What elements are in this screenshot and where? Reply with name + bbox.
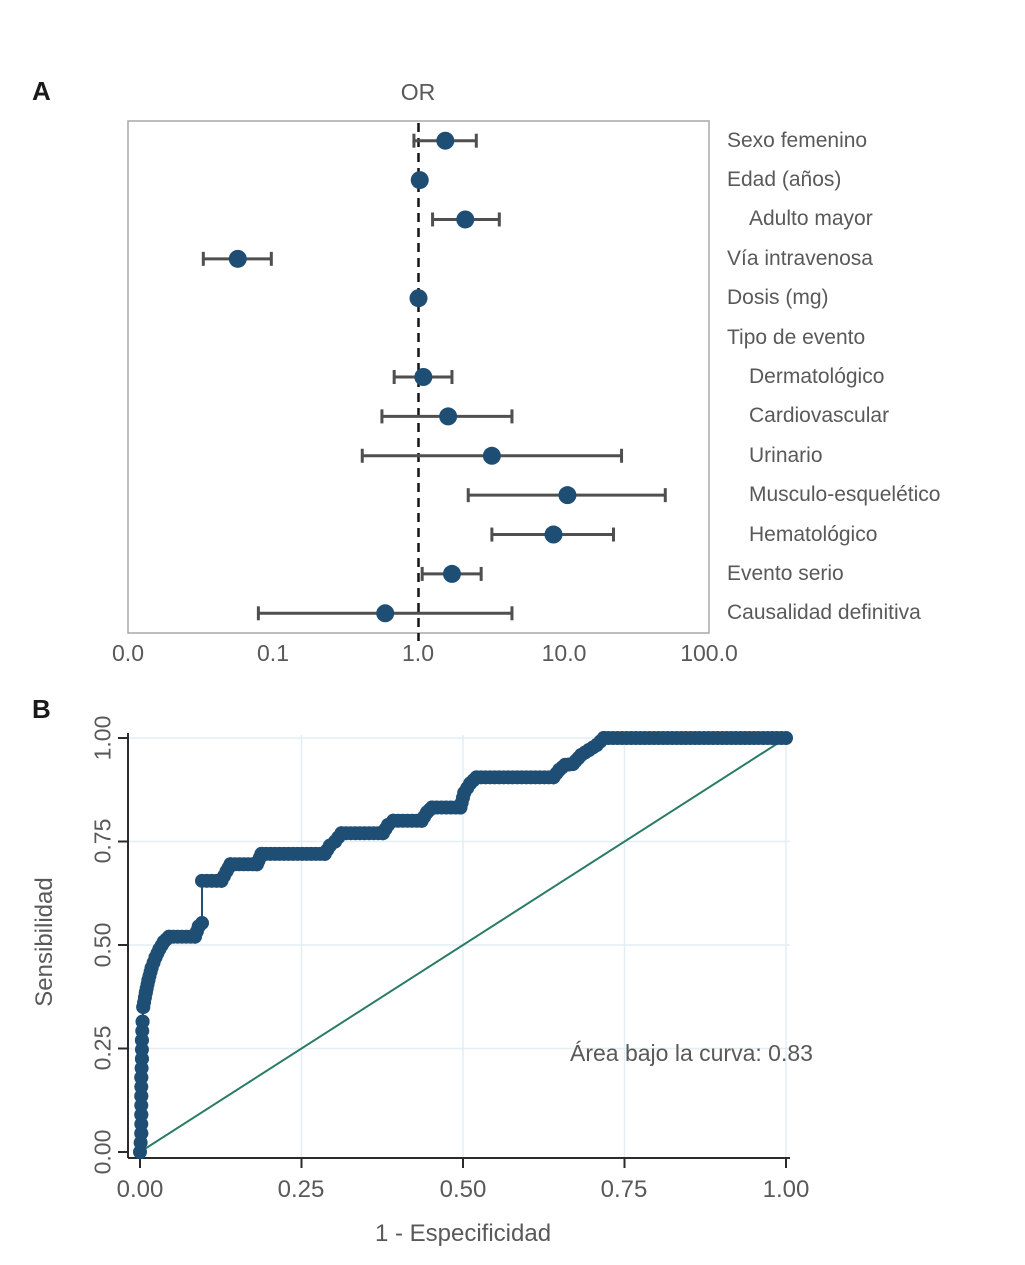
forest-row-label: Hematológico (749, 522, 878, 546)
forest-row-label: Urinario (749, 443, 823, 467)
roc-y-tick-label: 0.25 (89, 1025, 116, 1071)
roc-y-tick-label: 0.00 (89, 1129, 116, 1175)
forest-row-label: Causalidad definitiva (727, 601, 921, 625)
roc-x-tick-label: 0.50 (439, 1176, 487, 1203)
forest-row-label: Sexo femenino (727, 128, 868, 152)
forest-row-label: Cardiovascular (749, 404, 890, 428)
forest-row-label: Edad (años) (727, 168, 842, 192)
roc-y-tick-label: 0.50 (89, 922, 116, 968)
auc-annotation: Área bajo la curva: 0.83 (570, 1040, 813, 1066)
forest-row-labels: Sexo femenino Edad (años) Adulto mayor V… (727, 121, 1019, 633)
forest-row-label: Dermatológico (749, 365, 885, 389)
forest-row-label: Adulto mayor (749, 207, 873, 231)
forest-plot-title: OR (400, 79, 436, 105)
forest-row-label: Vía intravenosa (727, 246, 873, 270)
panel-b-letter: B (32, 694, 51, 724)
forest-row-label: Dosis (mg) (727, 286, 829, 310)
roc-x-tick-label: 0.75 (600, 1176, 648, 1203)
roc-x-tick-label: 1.00 (762, 1176, 810, 1203)
forest-x-tick-label: 0.0 (112, 640, 144, 666)
roc-y-tick-label: 0.75 (89, 818, 116, 864)
roc-x-axis-title: 1 - Especificidad (374, 1220, 552, 1247)
panel-a-letter: A (32, 76, 51, 106)
roc-y-tick-label: 1.00 (89, 715, 116, 761)
forest-x-tick-label: 100.0 (680, 640, 738, 666)
forest-x-tick-label: 1.0 (402, 640, 434, 666)
forest-x-tick-label: 10.0 (541, 640, 587, 666)
forest-row-label: Musculo-esquelético (749, 483, 941, 507)
forest-row-label: Evento serio (727, 561, 844, 585)
forest-plot-canvas (127, 120, 710, 641)
forest-row-label: Tipo de evento (727, 325, 866, 349)
roc-x-tick-label: 0.00 (116, 1176, 164, 1203)
roc-y-axis-title: Sensibilidad (31, 877, 58, 1007)
roc-x-tick-label: 0.25 (277, 1176, 325, 1203)
forest-x-tick-label: 0.1 (257, 640, 289, 666)
